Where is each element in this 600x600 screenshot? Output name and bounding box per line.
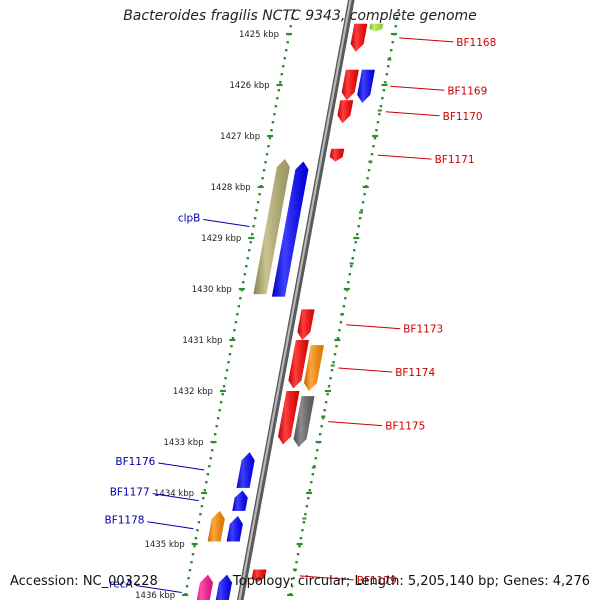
gene-label[interactable]: BF1176 [115,456,155,468]
gene-label[interactable]: BF1175 [385,421,425,433]
label-leader [390,85,445,91]
gene-label[interactable]: BF1170 [443,111,483,123]
label-leader [328,421,383,427]
gene-feature[interactable] [293,396,315,448]
accession-text: Accession: NC_003228 [10,574,158,589]
label-leader [299,575,354,581]
genome-backbone [236,0,355,600]
reverse-strand-ruler [182,9,295,597]
gene-feature[interactable] [329,148,345,162]
scale-label: 1431 kbp [182,336,222,346]
label-leader [338,367,393,373]
scale-label: 1435 kbp [145,540,185,550]
gene-feature[interactable] [303,345,324,391]
gene-features [195,23,384,600]
gene-feature[interactable] [226,515,243,542]
gene-label[interactable]: BF1179 [357,575,397,587]
gene-feature[interactable] [271,161,309,297]
gene-feature[interactable] [288,340,309,389]
label-leader [385,111,440,117]
scale-labels: 1425 kbp 1426 kbp 1427 kbp 1428 kbp 1429 kbp… [135,30,279,600]
map-title: Bacteroides fragilis NCTC 9343, complete… [123,8,477,24]
gene-feature[interactable] [337,100,354,124]
scale-label: 1430 kbp [192,285,232,295]
scale-label: 1427 kbp [220,132,260,142]
gene-label[interactable]: BF1173 [403,324,443,336]
label-leader [147,521,194,530]
label-leader [203,219,250,228]
label-leader [135,584,182,593]
scale-label: 1429 kbp [201,234,241,244]
gene-feature[interactable] [341,69,359,101]
gene-feature[interactable] [278,391,300,445]
forward-strand-ruler [287,9,400,597]
scale-label: 1433 kbp [163,438,203,448]
gene-feature[interactable] [350,23,368,52]
gene-label[interactable]: recA [109,578,133,590]
scale-label: 1432 kbp [173,387,213,397]
topology-summary: Topology: circular; Length: 5,205,140 bp… [232,574,590,589]
label-leader [158,462,205,471]
gene-label[interactable]: BF1174 [395,367,435,379]
gene-labels: BF1168 BF1169 BF1170 BF1171 clpB BF1173 BF1174… [105,37,496,593]
label-leader [377,154,432,160]
gene-label[interactable]: BF1169 [447,85,487,97]
gene-feature[interactable] [195,574,214,600]
gene-feature[interactable] [232,490,248,511]
gene-label[interactable]: BF1177 [110,487,150,499]
label-leader [399,37,454,43]
gene-feature[interactable] [297,309,315,340]
gene-label[interactable]: clpB [178,213,201,225]
gene-feature[interactable] [236,452,255,488]
scale-label: 1428 kbp [211,183,251,193]
gene-feature[interactable] [251,569,267,583]
scale-label: 1434 kbp [154,489,194,499]
gene-feature[interactable] [207,510,225,542]
scale-label: 1436 kbp [135,591,175,600]
label-leader [346,324,401,330]
gene-label[interactable]: BF1168 [456,37,496,49]
gene-label[interactable]: BF1178 [105,515,145,527]
gene-feature[interactable] [357,69,375,103]
gene-feature[interactable] [214,574,233,600]
gene-feature[interactable] [253,158,290,295]
label-leader [152,493,199,502]
scale-label: 1425 kbp [239,30,279,40]
gene-feature[interactable] [369,23,384,32]
scale-label: 1426 kbp [230,81,270,91]
gene-label[interactable]: BF1171 [435,154,475,166]
